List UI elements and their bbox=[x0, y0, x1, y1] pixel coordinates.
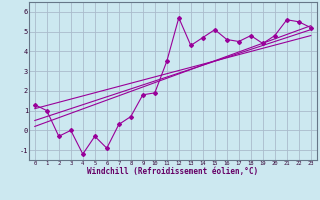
X-axis label: Windchill (Refroidissement éolien,°C): Windchill (Refroidissement éolien,°C) bbox=[87, 167, 258, 176]
